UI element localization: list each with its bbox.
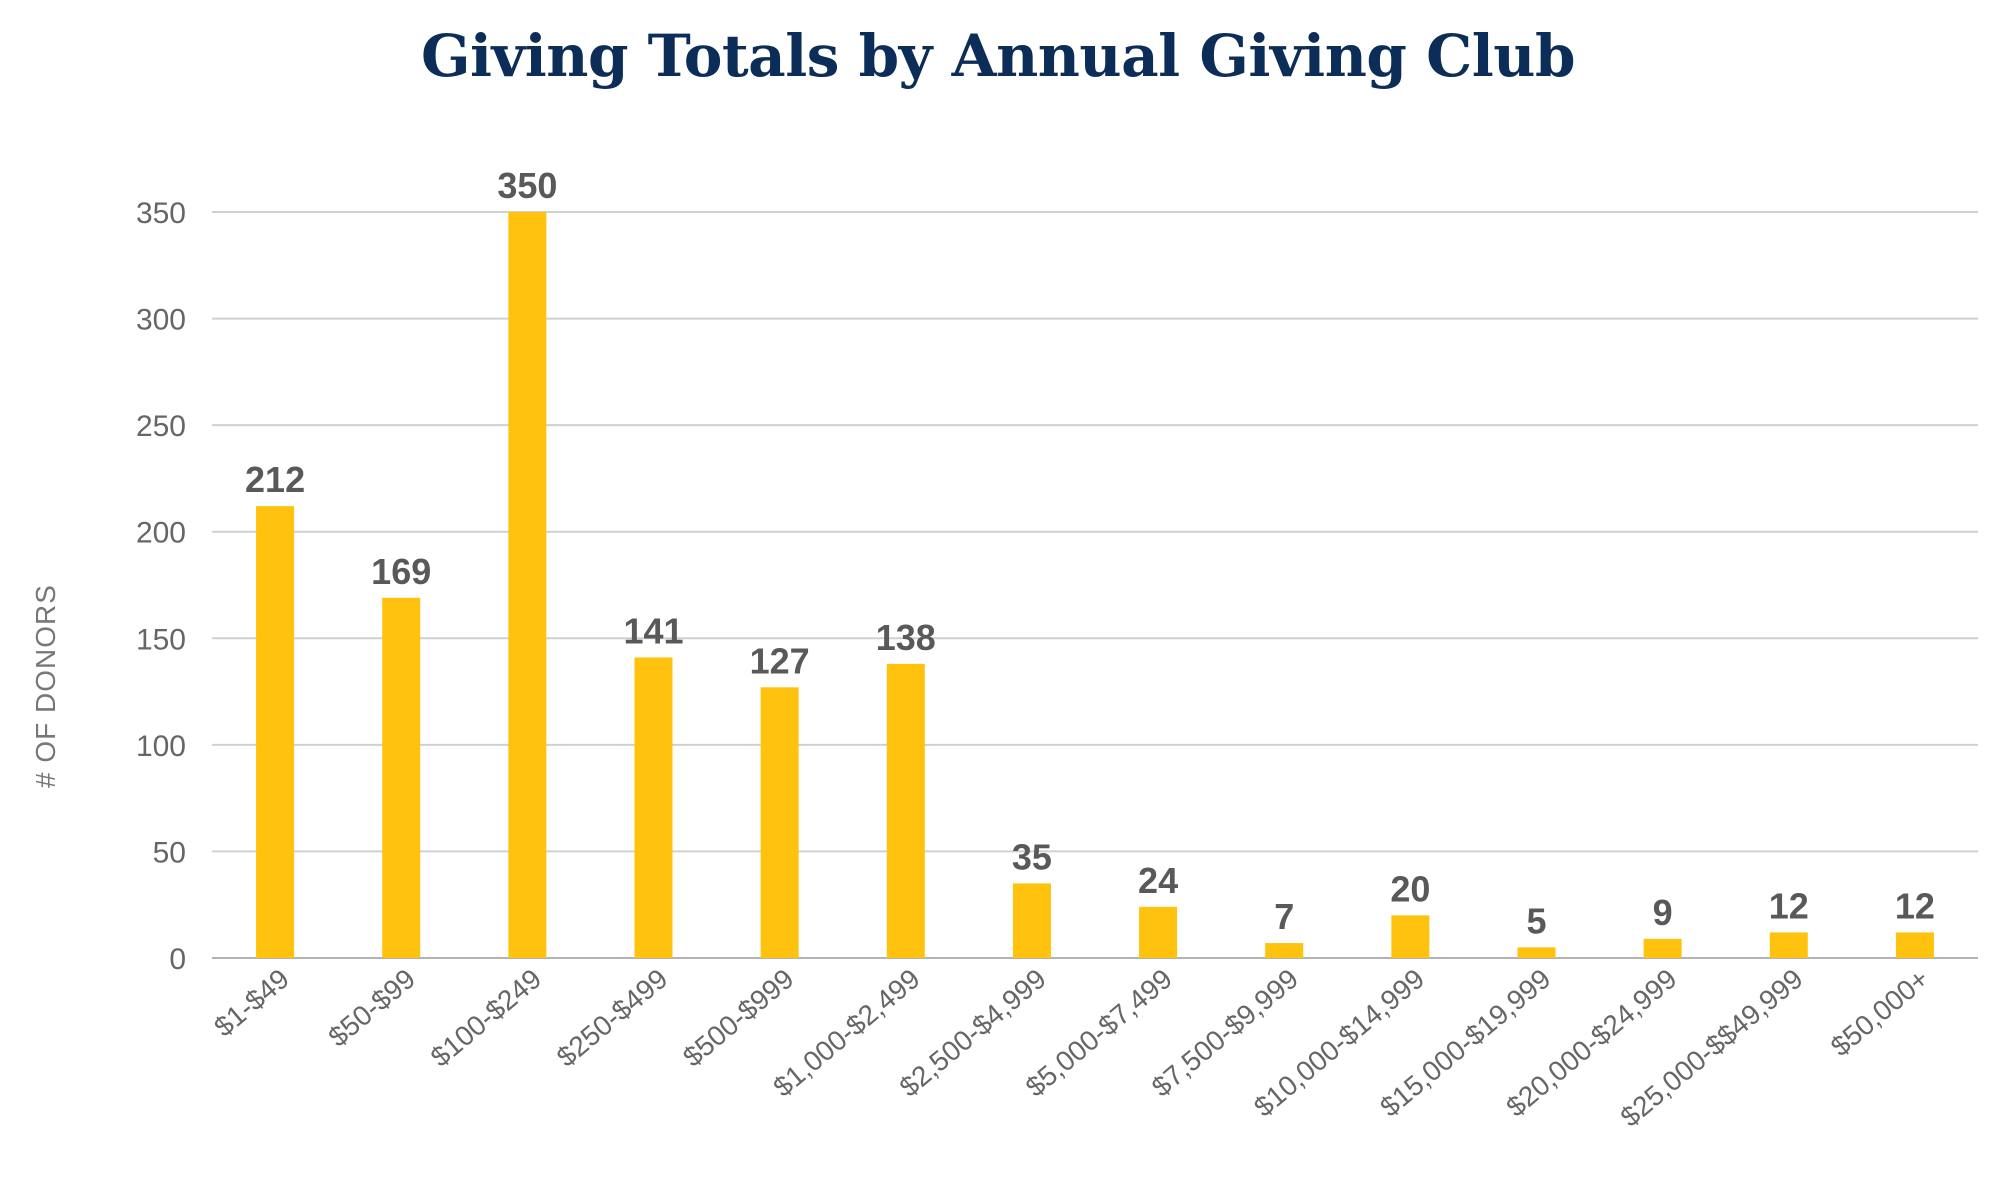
y-axis-ticks: 0 50 100 150 200 250 300 350 bbox=[136, 197, 186, 976]
data-label: 138 bbox=[876, 617, 936, 658]
y-tick-label: 300 bbox=[136, 304, 186, 337]
bar bbox=[382, 597, 421, 958]
y-tick-label: 250 bbox=[136, 410, 186, 443]
data-label: 127 bbox=[750, 640, 810, 681]
data-label: 169 bbox=[371, 551, 431, 592]
y-tick-label: 100 bbox=[136, 730, 186, 763]
bar bbox=[1517, 947, 1556, 958]
x-tick-label: $250-$499 bbox=[551, 963, 674, 1073]
x-tick-label: $500-$999 bbox=[677, 963, 800, 1073]
x-tick-label: $50,000+ bbox=[1825, 963, 1935, 1062]
y-tick-label: 350 bbox=[136, 197, 186, 230]
data-label: 9 bbox=[1653, 892, 1673, 933]
x-axis-ticks: $1-$49 $50-$99 $100-$249 $250-$499 $500-$999… bbox=[208, 963, 1935, 1133]
bar bbox=[1139, 906, 1178, 958]
bar bbox=[256, 506, 295, 958]
y-tick-label: 200 bbox=[136, 517, 186, 550]
data-label: 212 bbox=[245, 459, 305, 500]
y-tick-label: 150 bbox=[136, 623, 186, 656]
bar bbox=[1012, 883, 1051, 958]
gridlines bbox=[212, 211, 1978, 959]
x-tick-label: $50-$99 bbox=[322, 963, 421, 1053]
bar bbox=[760, 687, 799, 958]
data-label: 5 bbox=[1526, 900, 1546, 941]
y-tick-label: 50 bbox=[153, 836, 186, 869]
bar bbox=[634, 657, 673, 958]
data-label: 350 bbox=[497, 165, 557, 206]
bar bbox=[1265, 943, 1304, 958]
y-tick-label: 0 bbox=[169, 943, 186, 976]
bar bbox=[1895, 932, 1934, 958]
data-label: 24 bbox=[1138, 860, 1178, 901]
data-label: 141 bbox=[623, 610, 683, 651]
bar bbox=[508, 212, 547, 958]
data-labels: 212 169 350 141 127 138 35 24 7 20 5 9 12 12 bbox=[245, 165, 1935, 941]
bar bbox=[886, 663, 925, 958]
x-tick-label: $1-$49 bbox=[208, 963, 295, 1043]
data-label: 12 bbox=[1769, 885, 1809, 926]
y-axis-label: # OF DONORS bbox=[30, 584, 61, 788]
data-label: 12 bbox=[1895, 885, 1935, 926]
data-label: 20 bbox=[1390, 868, 1430, 909]
bar bbox=[1769, 932, 1808, 958]
chart-title: Giving Totals by Annual Giving Club bbox=[420, 22, 1576, 90]
x-tick-label: $100-$249 bbox=[425, 963, 548, 1073]
data-label: 35 bbox=[1012, 836, 1052, 877]
bar bbox=[1391, 915, 1430, 958]
bar bbox=[1643, 938, 1682, 958]
data-label: 7 bbox=[1274, 896, 1294, 937]
bars bbox=[256, 212, 1934, 958]
